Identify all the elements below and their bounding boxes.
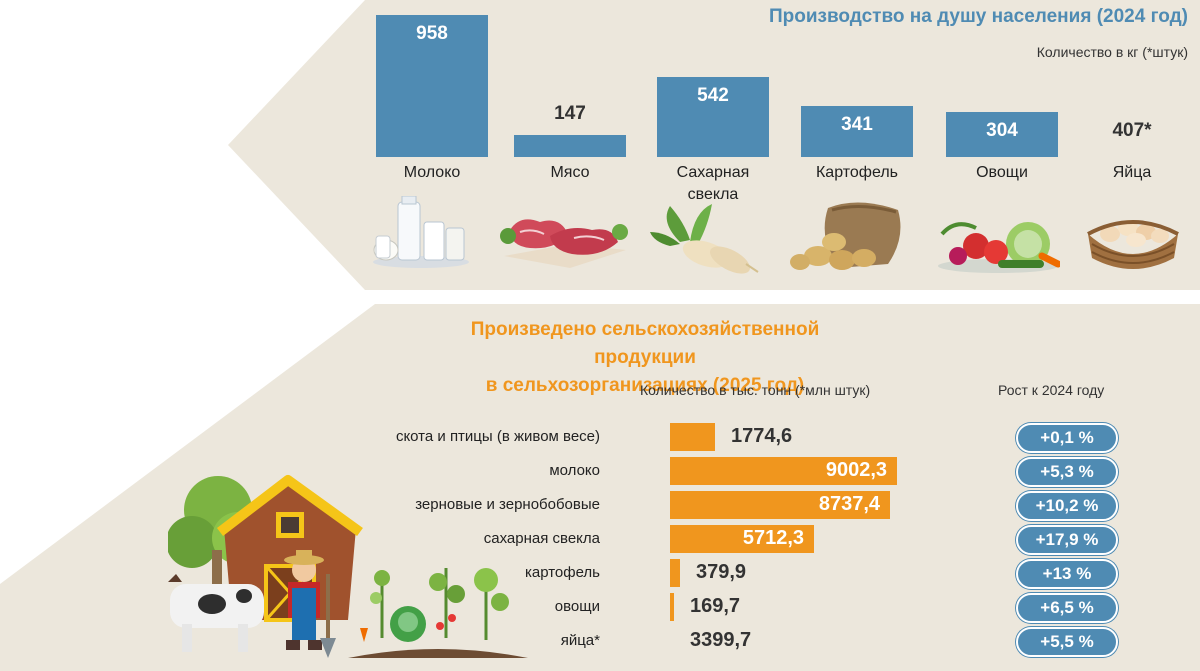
growth-badge: +13 %: [1016, 559, 1118, 589]
farm-illustration: [168, 475, 528, 658]
top-bar: [946, 112, 1058, 157]
top-bar: [376, 15, 488, 157]
eggs-basket-image: [1087, 220, 1179, 269]
top-bar-value-label: 407*: [1112, 120, 1152, 141]
growth-badge: +5,3 %: [1016, 457, 1118, 487]
top-category-label: Картофель: [787, 162, 927, 184]
top-chart-unit: Количество в кг (*штук): [1036, 44, 1188, 60]
bottom-bar-value-label: 3399,7: [690, 629, 752, 651]
bottom-bar: [670, 593, 674, 621]
bottom-bar: [670, 525, 814, 553]
bottom-bar-value-label: 5712,3: [742, 527, 804, 549]
bottom-title-line-2: в сельхозорганизациях (2025 год): [485, 375, 805, 396]
vegetables-image: [938, 222, 1060, 273]
growth-badge: +17,9 %: [1016, 525, 1118, 555]
bottom-category-label: картофель: [524, 564, 600, 581]
top-bar-value-label: 958: [416, 23, 448, 44]
bottom-bar-value-label: 379,9: [696, 561, 747, 583]
top-bar: [801, 106, 913, 157]
top-category-label: Сахарная свекла: [643, 162, 783, 206]
top-category-label: Мясо: [500, 162, 640, 184]
top-bar-value-label: 147: [554, 103, 586, 124]
bottom-category-label: овощи: [554, 598, 600, 615]
growth-badge: +10,2 %: [1016, 491, 1118, 521]
bottom-bar: [670, 457, 897, 485]
top-category-label-line: Мясо: [550, 164, 590, 181]
top-category-label-line: Яйца: [1112, 164, 1152, 181]
bottom-chart-title: Произведено сельскохозяйственной продукц…: [430, 316, 860, 400]
meat-image: [500, 219, 628, 268]
growth-badge: +0,1 %: [1016, 423, 1118, 453]
bottom-bar-value-label: 1774,6: [731, 425, 793, 447]
top-category-label-line: Молоко: [403, 164, 461, 181]
potatoes-image: [790, 202, 901, 270]
top-bar: [514, 135, 626, 157]
top-category-label-line: свекла: [687, 186, 739, 203]
bottom-bar: [670, 559, 680, 587]
quantity-column-header: Количество в тыс. тонн (*млн штук): [640, 382, 871, 398]
milk-products-image: [373, 196, 469, 268]
bottom-bar-value-label: 169,7: [690, 595, 741, 617]
top-category-label-line: Овощи: [976, 164, 1028, 181]
bottom-bar-value-label: 9002,3: [825, 459, 887, 481]
bottom-category-label: яйца*: [560, 632, 600, 649]
top-category-label-line: Сахарная: [676, 164, 750, 181]
top-bar-value-label: 304: [986, 120, 1018, 141]
top-bar: [657, 77, 769, 157]
bottom-title-line-1: Произведено сельскохозяйственной продукц…: [470, 319, 820, 368]
top-bar-value-label: 542: [697, 85, 729, 106]
growth-badge: +6,5 %: [1016, 593, 1118, 623]
top-category-label: Овощи: [932, 162, 1072, 184]
sugar-beet-image: [650, 204, 759, 274]
growth-column-header: Рост к 2024 году: [998, 382, 1105, 398]
bottom-bar: [670, 423, 715, 451]
top-bar-value-label: 341: [841, 114, 873, 135]
growth-badge: +5,5 %: [1016, 627, 1118, 657]
top-category-label: Яйца: [1062, 162, 1200, 184]
top-category-label: Молоко: [362, 162, 502, 184]
bottom-category-label: зерновые и зернобобовые: [415, 496, 600, 513]
bottom-bar: [670, 491, 890, 519]
bottom-category-label: сахарная свекла: [483, 530, 600, 547]
bottom-category-label: молоко: [549, 462, 600, 479]
top-category-label-line: Картофель: [815, 164, 898, 181]
top-chart-title: Производство на душу населения (2024 год…: [768, 6, 1188, 27]
bottom-bar-value-label: 8737,4: [818, 493, 880, 515]
bottom-category-label: скота и птицы (в живом весе): [395, 428, 600, 445]
